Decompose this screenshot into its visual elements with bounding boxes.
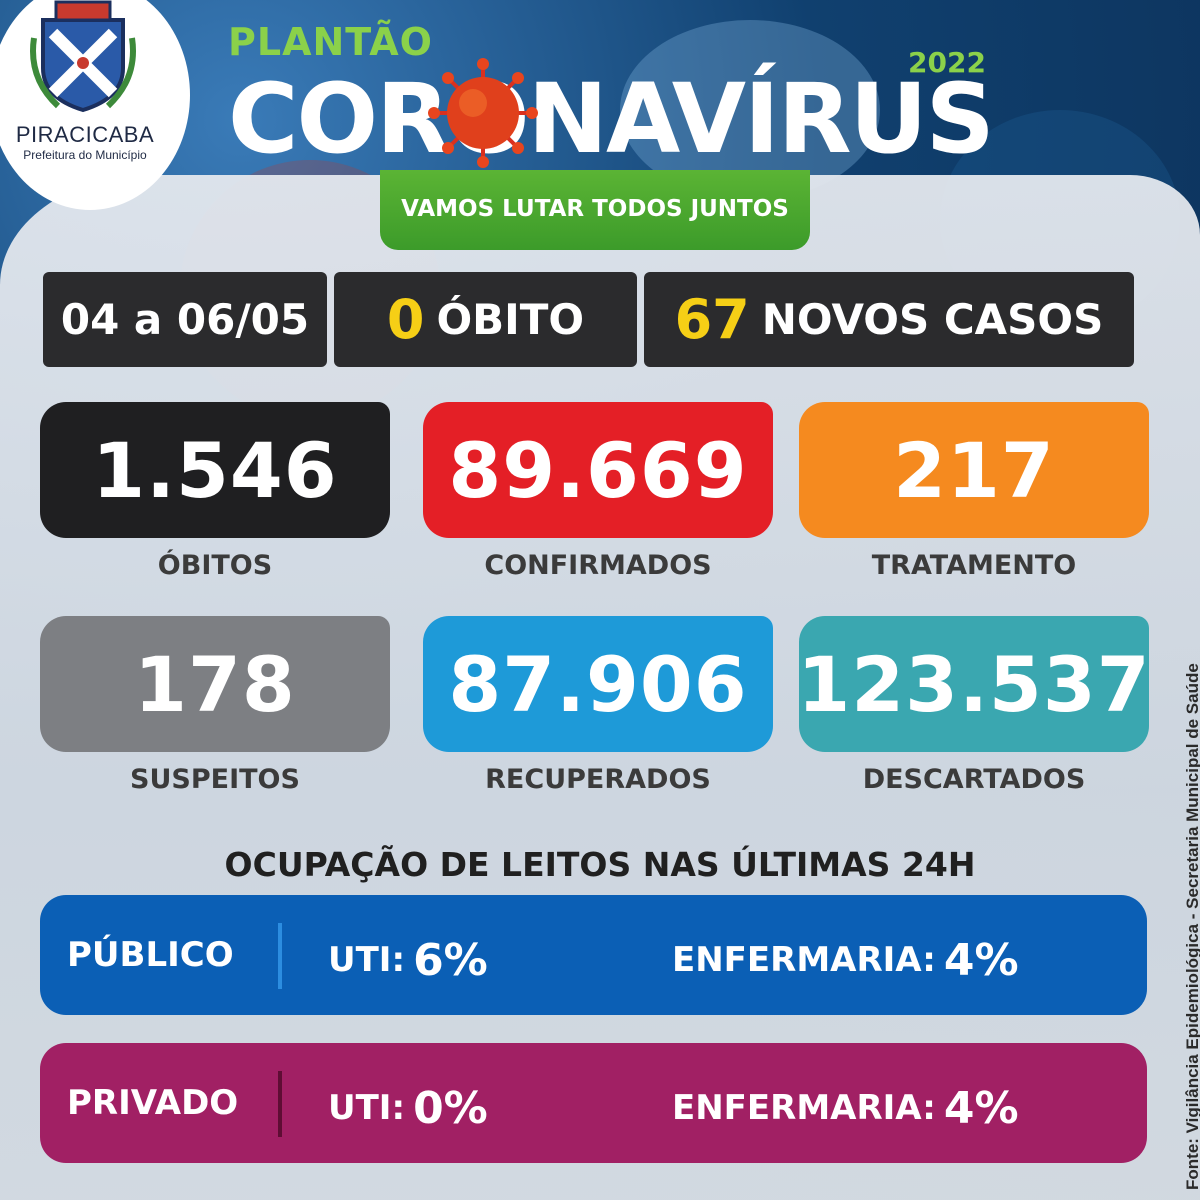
stat-card-obitos: 1.546: [40, 402, 390, 538]
uti-occupancy: UTI: 6%: [328, 931, 488, 986]
uti-label: UTI:: [328, 940, 406, 980]
daily-deaths-box: 0 ÓBITO: [334, 272, 637, 367]
stat-card-descartados: 123.537: [797, 616, 1151, 752]
beds-row-public: PÚBLICO UTI: 6% ENFERMARIA: 4%: [40, 895, 1147, 1015]
divider: [278, 923, 282, 989]
beds-row-private: PRIVADO UTI: 0% ENFERMARIA: 4%: [40, 1043, 1147, 1163]
beds-heading: OCUPAÇÃO DE LEITOS NAS ÚLTIMAS 24H: [224, 845, 976, 884]
stat-value: 123.537: [797, 639, 1151, 729]
stat-card-recuperados: 87.906: [423, 616, 773, 752]
stat-label: ÓBITOS: [157, 550, 273, 581]
coat-of-arms-icon: [30, 0, 136, 113]
uti-occupancy: UTI: 0%: [328, 1079, 488, 1134]
source-note: Fonte: Vigilância Epidemiológica - Secre…: [1183, 663, 1200, 1190]
uti-value: 6%: [413, 935, 488, 986]
stat-value: 87.906: [448, 639, 748, 729]
stat-value: 178: [134, 639, 296, 729]
stat-label: DESCARTADOS: [862, 764, 1086, 795]
uti-label: UTI:: [328, 1088, 406, 1128]
stat-label: SUSPEITOS: [130, 764, 300, 795]
ward-occupancy: ENFERMARIA: 4%: [672, 1079, 1019, 1134]
year-label: 2022: [908, 46, 986, 79]
divider: [278, 1071, 282, 1137]
sector-name: PÚBLICO: [67, 935, 234, 975]
stat-value: 89.669: [448, 425, 748, 515]
daily-deaths-label: ÓBITO: [436, 295, 585, 344]
new-cases-box: 67 NOVOS CASOS: [644, 272, 1134, 367]
stat-label: RECUPERADOS: [485, 764, 711, 795]
stat-card-confirmados: 89.669: [423, 402, 773, 538]
logo-subtitle: Prefeitura do Município: [23, 148, 147, 162]
ward-value: 4%: [943, 1083, 1019, 1134]
new-cases-value: 67: [674, 288, 750, 351]
sector-name: PRIVADO: [67, 1083, 239, 1123]
ward-occupancy: ENFERMARIA: 4%: [672, 931, 1019, 986]
stat-card-suspeitos: 178: [40, 616, 390, 752]
stat-label: CONFIRMADOS: [484, 550, 712, 581]
stat-card-tratamento: 217: [799, 402, 1149, 538]
ward-label: ENFERMARIA:: [672, 940, 936, 980]
period-box: 04 a 06/05: [43, 272, 327, 367]
stat-label: TRATAMENTO: [871, 550, 1077, 581]
main-title: CORONAVÍRUS: [228, 63, 995, 175]
stat-value: 1.546: [92, 425, 338, 515]
plantao-label: PLANTÃO: [228, 20, 433, 64]
new-cases-label: NOVOS CASOS: [761, 295, 1104, 344]
virus-icon: [428, 58, 538, 168]
slogan-banner: VAMOS LUTAR TODOS JUNTOS: [380, 170, 810, 250]
ward-value: 4%: [943, 935, 1019, 986]
stat-value: 217: [893, 425, 1055, 515]
uti-value: 0%: [413, 1083, 488, 1134]
daily-deaths-value: 0: [386, 288, 425, 351]
slogan-text: VAMOS LUTAR TODOS JUNTOS: [401, 196, 789, 222]
logo-city-name: PIRACICABA: [15, 122, 155, 147]
municipal-logo: PIRACICABA Prefeitura do Município: [0, 0, 190, 210]
ward-label: ENFERMARIA:: [672, 1088, 936, 1128]
period-text: 04 a 06/05: [60, 295, 310, 344]
